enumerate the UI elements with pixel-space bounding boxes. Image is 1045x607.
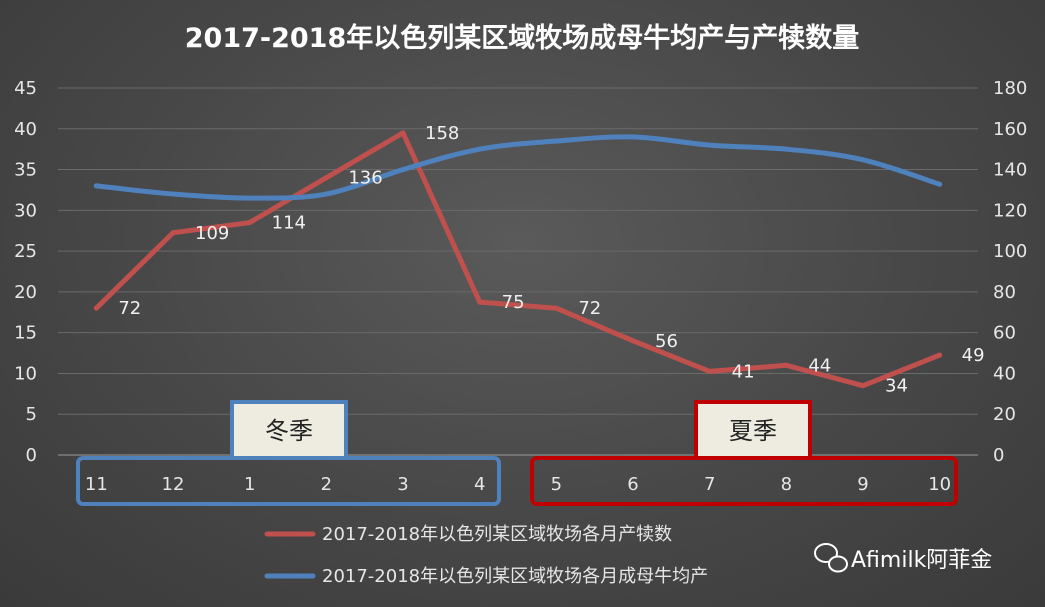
- yield-point: [937, 181, 943, 187]
- data-label: 44: [808, 355, 831, 376]
- winter-label: 冬季: [265, 417, 313, 445]
- x-tick-label: 9: [857, 474, 868, 495]
- calving-point: [707, 368, 713, 374]
- chart-title: 2017-2018年以色列某区域牧场成母牛均产与产犊数量: [185, 22, 860, 54]
- calving-point: [553, 305, 559, 311]
- yield-point: [783, 146, 789, 152]
- data-label: 41: [732, 361, 755, 382]
- yield-point: [860, 157, 866, 163]
- calving-point: [860, 383, 866, 389]
- y-left-tick-label: 35: [14, 160, 37, 181]
- winter-bracket: [76, 456, 501, 506]
- yield-point: [553, 138, 559, 144]
- legend-label: 2017-2018年以色列某区域牧场各月成母牛均产: [322, 566, 708, 587]
- y-axis-right: 0 20 40 60 80 100 120 140 160 180: [993, 78, 1027, 466]
- calving-point: [477, 299, 483, 305]
- x-tick-label: 8: [781, 474, 792, 495]
- y-right-tick-label: 160: [993, 119, 1027, 140]
- calving-point: [323, 175, 329, 181]
- x-tick-label: 6: [627, 474, 638, 495]
- y-axis-left: 0 5 10 15 20 25 30 35 40 45: [14, 78, 37, 466]
- yield-point: [323, 191, 329, 197]
- data-label: 114: [272, 213, 306, 234]
- x-tick-label: 1: [244, 474, 255, 495]
- data-label: 49: [962, 345, 985, 366]
- y-left-tick-label: 5: [26, 404, 37, 425]
- y-right-tick-label: 60: [993, 323, 1016, 344]
- data-label: 136: [348, 168, 382, 189]
- x-tick-label: 3: [397, 474, 408, 495]
- data-label: 56: [655, 331, 678, 352]
- summer-label: 夏季: [729, 417, 777, 445]
- y-left-tick-label: 15: [14, 323, 37, 344]
- x-tick-label: 4: [474, 474, 485, 495]
- summer-label-box: [694, 400, 812, 460]
- x-tick-label: 10: [928, 474, 951, 495]
- y-left-tick-label: 25: [14, 241, 37, 262]
- x-tick-label: 5: [551, 474, 562, 495]
- y-left-tick-label: 40: [14, 119, 37, 140]
- y-right-tick-label: 80: [993, 282, 1016, 303]
- yield-point: [400, 167, 406, 173]
- yield-point: [247, 195, 253, 201]
- calving-point: [630, 338, 636, 344]
- season-boxes: 冬季 夏季: [76, 400, 958, 506]
- summer-bracket: [530, 456, 958, 506]
- x-tick-label: 7: [704, 474, 715, 495]
- x-tick-label: 11: [85, 474, 108, 495]
- y-left-tick-label: 20: [14, 282, 37, 303]
- legend: 2017-2018年以色列某区域牧场各月产犊数 2017-2018年以色列某区域牧…: [264, 524, 708, 587]
- data-labels: 72 109 114 136 158 75 72 56 41 44 34 49: [118, 123, 984, 397]
- yield-point: [477, 146, 483, 152]
- yield-point: [93, 183, 99, 189]
- y-left-tick-label: 45: [14, 78, 37, 99]
- data-label: 109: [195, 223, 229, 244]
- y-right-tick-label: 40: [993, 363, 1016, 384]
- calving-point: [247, 220, 253, 226]
- y-right-tick-label: 140: [993, 160, 1027, 181]
- wechat-bubble-small: [828, 555, 848, 573]
- legend-label: 2017-2018年以色列某区域牧场各月产犊数: [322, 524, 672, 545]
- y-right-tick-label: 20: [993, 404, 1016, 425]
- y-left-tick-label: 10: [14, 363, 37, 384]
- data-label: 34: [885, 376, 908, 397]
- y-right-tick-label: 0: [993, 445, 1004, 466]
- series-line-avg-yield: [93, 134, 943, 201]
- series-lines: [93, 130, 943, 389]
- series-line-calvings: [93, 130, 943, 389]
- watermark-text: Afimilk阿菲金: [851, 548, 992, 573]
- calving-point: [400, 130, 406, 136]
- data-label: 75: [502, 292, 525, 313]
- x-tick-label: 12: [162, 474, 185, 495]
- y-left-tick-label: 30: [14, 200, 37, 221]
- yield-point: [707, 142, 713, 148]
- wechat-bubble-large: [814, 543, 838, 563]
- y-right-tick-label: 120: [993, 200, 1027, 221]
- y-right-tick-label: 180: [993, 78, 1027, 99]
- data-label: 72: [118, 298, 141, 319]
- x-tick-label: 2: [321, 474, 332, 495]
- calving-point: [170, 230, 176, 236]
- x-axis: 11 12 1 2 3 4 5 6 7 8 9 10: [85, 474, 951, 495]
- data-label: 72: [578, 298, 601, 319]
- calving-point: [937, 352, 943, 358]
- gridlines: [58, 87, 978, 456]
- wechat-icon: [814, 543, 848, 573]
- yield-point: [630, 134, 636, 140]
- y-right-tick-label: 100: [993, 241, 1027, 262]
- yield-point: [170, 191, 176, 197]
- y-left-tick-label: 0: [26, 445, 37, 466]
- calving-point: [783, 362, 789, 368]
- calving-point: [93, 305, 99, 311]
- watermark: Afimilk阿菲金: [814, 543, 992, 573]
- winter-label-box: [230, 400, 348, 460]
- data-label: 158: [425, 123, 459, 144]
